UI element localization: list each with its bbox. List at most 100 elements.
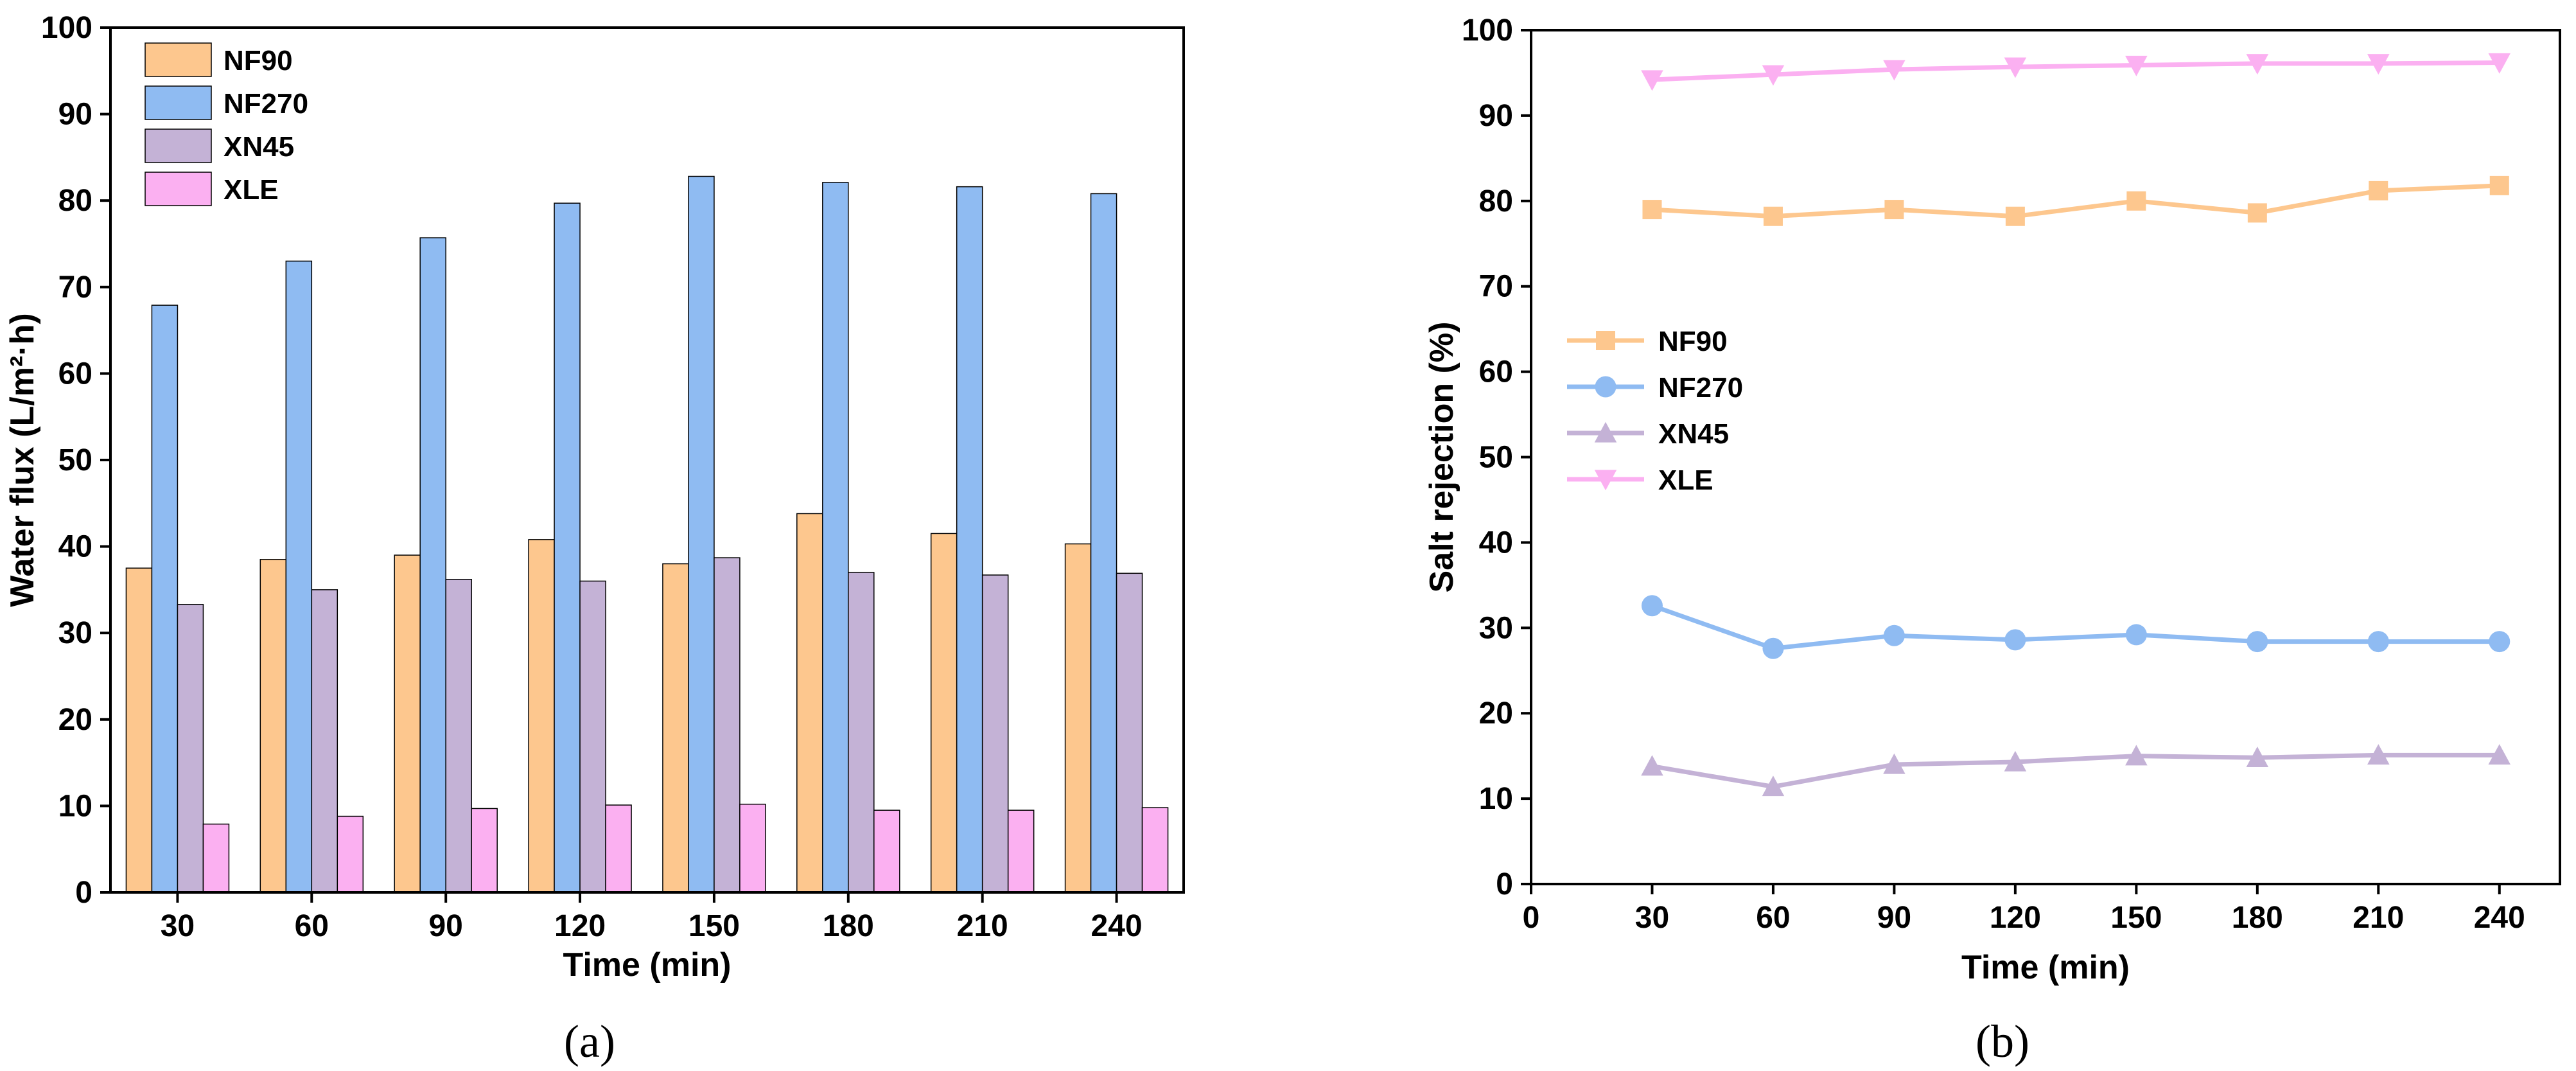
bar-xn45-240 [1116, 572, 1143, 893]
y-tick-label-b-20: 20 [1479, 696, 1513, 730]
x-tick-label-a-240: 240 [1091, 909, 1143, 943]
bar-nf270-240 [1090, 193, 1117, 893]
point-xn45-150 [2125, 745, 2148, 766]
bar-nf270-150 [688, 175, 715, 893]
y-tick-label-b-60: 60 [1479, 355, 1513, 389]
point-xle-90 [1883, 60, 1906, 81]
legend-label-b-xle: XLE [1658, 465, 1713, 496]
bar-xn45-150 [714, 557, 740, 893]
bar-nf90-30 [125, 567, 153, 893]
x-tick-label-b-30: 30 [1635, 901, 1669, 935]
bar-xn45-30 [177, 604, 204, 893]
bar-nf90-150 [662, 563, 689, 893]
bar-nf270-210 [956, 186, 983, 893]
point-xn45-90 [1883, 753, 1906, 774]
legend-swatch-a-nf270 [145, 85, 212, 120]
point-nf90-90 [1884, 200, 1904, 220]
point-xle-240 [2488, 53, 2511, 74]
legend-label-a-nf90: NF90 [223, 45, 293, 76]
bar-nf90-120 [528, 539, 555, 893]
x-tick-label-b-150: 150 [2110, 901, 2162, 935]
series-line-xle [1652, 60, 2500, 82]
x-tick-label-a-180: 180 [823, 909, 874, 943]
bar-xle-240 [1141, 807, 1169, 893]
point-nf270-240 [2489, 631, 2510, 653]
point-xn45-240 [2488, 744, 2511, 765]
series-line-xn45 [1651, 752, 2500, 790]
y-tick-label-b-90: 90 [1479, 99, 1513, 133]
bar-nf90-180 [796, 513, 823, 893]
y-tick-label-b-10: 10 [1479, 782, 1513, 816]
y-tick-label-a-30: 30 [58, 616, 92, 650]
point-xn45-30 [1641, 755, 1663, 776]
bar-xle-30 [202, 823, 230, 893]
y-tick-label-b-0: 0 [1496, 867, 1513, 901]
point-nf270-90 [1883, 624, 1905, 646]
y-tick-label-a-80: 80 [58, 184, 92, 218]
point-nf270-210 [2367, 631, 2389, 653]
bar-nf270-120 [554, 202, 581, 893]
x-tick-label-a-30: 30 [161, 909, 195, 943]
y-tick-label-a-50: 50 [58, 443, 92, 477]
x-tick-label-a-60: 60 [295, 909, 329, 943]
point-nf270-150 [2125, 624, 2147, 646]
bar-nf270-60 [285, 260, 313, 893]
point-nf270-60 [1762, 637, 1784, 659]
point-xn45-210 [2367, 744, 2390, 765]
legend-swatch-a-xle [145, 172, 212, 206]
bar-xle-210 [1007, 810, 1035, 893]
point-xle-60 [1762, 65, 1785, 86]
series-line-nf90 [1652, 183, 2500, 219]
y-tick-label-a-20: 20 [58, 703, 92, 737]
legend-label-a-nf270: NF270 [223, 88, 308, 119]
legend-marker-b-nf270 [1595, 376, 1617, 398]
bar-xn45-120 [579, 580, 606, 893]
bar-nf270-180 [822, 182, 849, 893]
point-nf90-30 [1642, 200, 1662, 220]
point-nf90-210 [2369, 181, 2388, 200]
legend-label-b-nf270: NF270 [1658, 372, 1743, 403]
point-xle-30 [1641, 70, 1663, 91]
y-tick-label-b-40: 40 [1479, 526, 1513, 560]
point-xn45-120 [2004, 750, 2027, 772]
x-tick-label-a-90: 90 [428, 909, 462, 943]
y-tick-label-a-0: 0 [75, 876, 92, 910]
legend-label-b-nf90: NF90 [1658, 326, 1728, 357]
point-xle-180 [2246, 54, 2269, 75]
point-nf90-60 [1763, 206, 1783, 226]
point-xn45-180 [2246, 747, 2269, 767]
bar-xle-150 [739, 803, 766, 893]
y-tick-label-a-10: 10 [58, 789, 92, 823]
bar-xle-180 [873, 810, 900, 893]
caption-a: (a) [564, 1016, 615, 1067]
bar-xn45-180 [848, 572, 875, 893]
point-nf270-120 [2004, 629, 2026, 651]
x-tick-label-b-210: 210 [2353, 901, 2404, 935]
y-tick-label-b-30: 30 [1479, 611, 1513, 645]
x-tick-label-a-210: 210 [957, 909, 1008, 943]
point-xn45-60 [1762, 775, 1785, 797]
legend-swatch-a-xn45 [145, 128, 212, 163]
x-tick-label-b-60: 60 [1756, 901, 1790, 935]
x-tick-label-b-0: 0 [1523, 901, 1540, 935]
chart-b-salt-rejection: 0 10 20 30 40 50 60 70 80 90 100 0 30 60 90 120 150 180 21… [1423, 13, 2561, 1067]
bar-xle-60 [337, 815, 364, 893]
legend-label-a-xn45: XN45 [223, 131, 294, 163]
y-tick-label-a-40: 40 [58, 530, 92, 564]
x-axis-label-b: Time (min) [1961, 949, 2130, 986]
bar-nf90-240 [1064, 543, 1092, 893]
legend-label-a-xle: XLE [223, 174, 279, 206]
x-tick-label-b-180: 180 [2232, 901, 2283, 935]
caption-b: (b) [1976, 1016, 2029, 1067]
legend-marker-b-xle [1594, 470, 1617, 491]
x-tick-label-a-150: 150 [688, 909, 740, 943]
bar-xn45-90 [445, 578, 472, 893]
legend-marker-b-nf90 [1596, 331, 1615, 350]
series-line-nf270 [1651, 603, 2500, 651]
bar-nf90-210 [930, 533, 958, 893]
x-tick-label-b-90: 90 [1877, 901, 1911, 935]
point-nf90-120 [2005, 206, 2025, 226]
point-nf90-150 [2126, 191, 2146, 211]
point-xle-150 [2125, 55, 2148, 76]
